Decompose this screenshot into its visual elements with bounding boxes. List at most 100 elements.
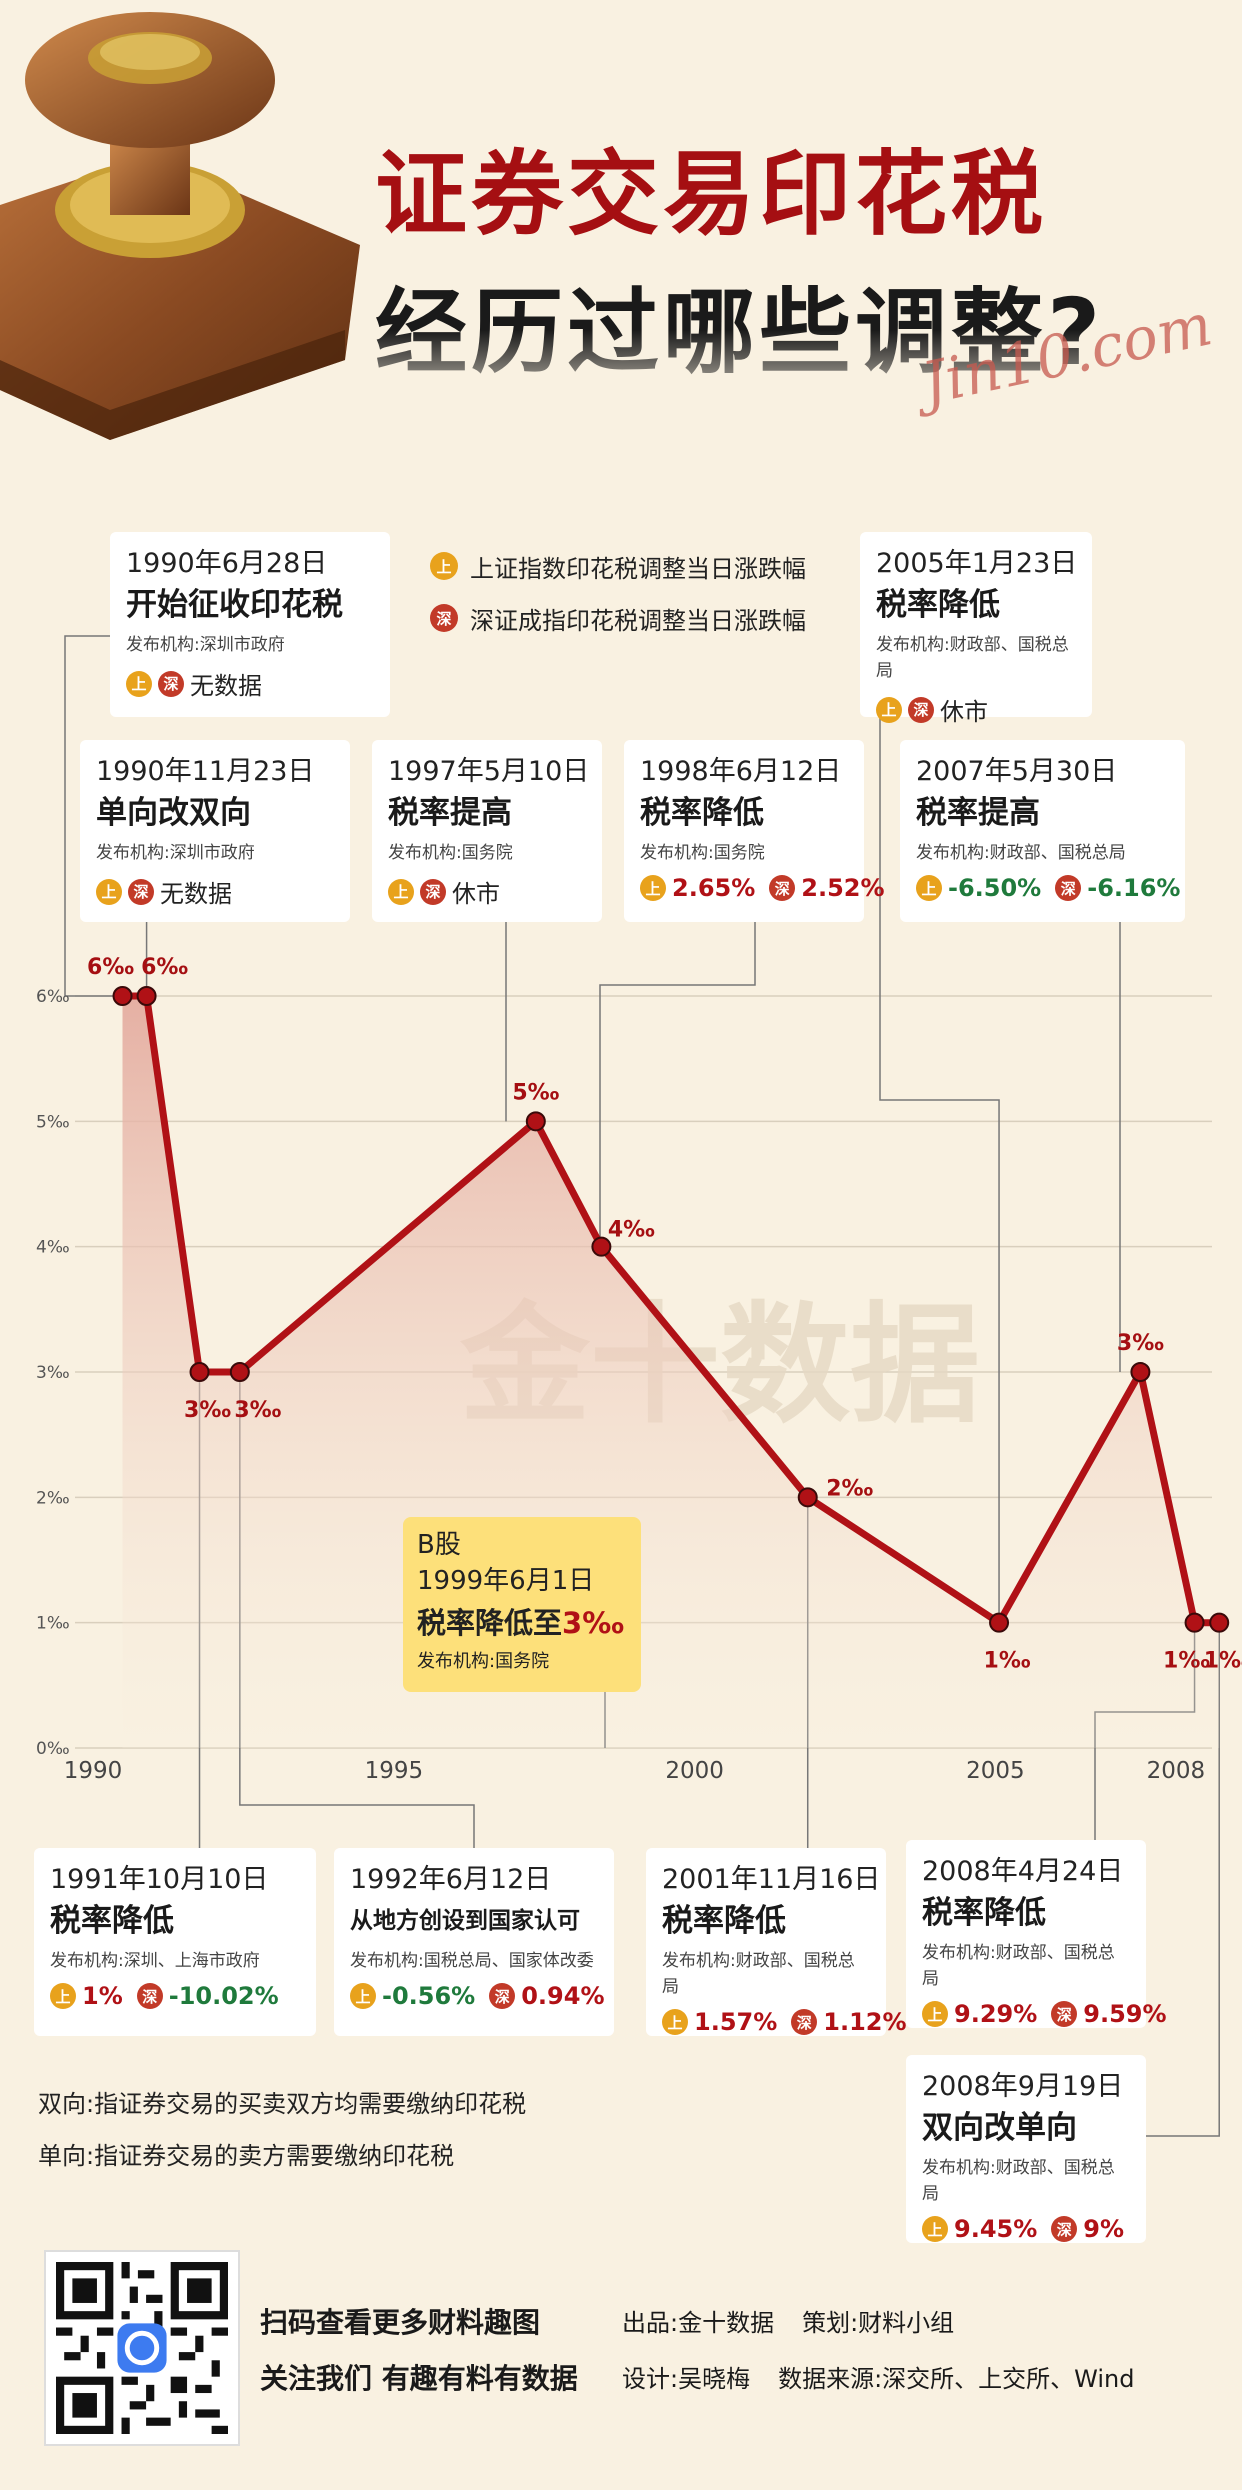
qr-code[interactable] <box>44 2250 240 2446</box>
data-point <box>797 1487 818 1508</box>
sh-change-value: 2.65% <box>672 874 756 902</box>
sz-badge-icon: 深 <box>908 696 934 723</box>
bshare-event-value: 3‰ <box>562 1606 624 1640</box>
card-changes: 上 深 无数据 <box>96 874 334 909</box>
event-card-2008-09-19: 2008年9月19日 双向改单向 发布机构:财政部、国税总局 上 9.45% 深… <box>906 2055 1146 2243</box>
event-card-1991-10-10: 1991年10月10日 税率降低 发布机构:深圳、上海市政府 上 1% 深 -1… <box>34 1848 316 2036</box>
data-point <box>1184 1612 1205 1633</box>
footer-follow: 关注我们 有趣有料有数据 <box>260 2362 578 2395</box>
data-label: 1‰ <box>1204 1649 1242 1674</box>
sz-change-value: -6.16% <box>1087 874 1181 902</box>
card-issuer: 发布机构:财政部、国税总局 <box>922 2158 1115 2204</box>
data-label: 3‰ <box>184 1398 231 1423</box>
card-issuer: 发布机构:财政部、国税总局 <box>916 843 1126 863</box>
sz-change-value: 1.12% <box>823 2008 907 2036</box>
x-tick-label: 2000 <box>665 1758 724 1784</box>
card-date: 2008年9月19日 <box>922 2071 1124 2102</box>
card-issuer: 发布机构:国务院 <box>388 843 513 863</box>
watermark: 金十数据 <box>459 1289 980 1441</box>
event-card-2001-11-16: 2001年11月16日 税率降低 发布机构:财政部、国税总局 上 1.57% 深… <box>646 1848 907 2036</box>
card-event: 双向改单向 <box>922 2110 1077 2146</box>
connector-line <box>1094 1622 1196 1840</box>
x-tick-label: 2008 <box>1147 1758 1206 1784</box>
y-tick-label: 2‰ <box>36 1488 70 1508</box>
data-label: 6‰ <box>87 955 134 980</box>
sh-badge-icon: 上 <box>640 875 666 901</box>
event-card-1990-11-23: 1990年11月23日 单向改双向 发布机构:深圳市政府 上 深 无数据 <box>80 740 350 922</box>
card-event: 从地方创设到国家认可 <box>350 1908 580 1934</box>
title-line1: 证券交易印花税 <box>375 141 1048 248</box>
sz-badge-icon: 深 <box>136 1983 163 2009</box>
data-point <box>989 1612 1010 1633</box>
data-label: 1‰ <box>984 1649 1031 1674</box>
bshare-event-prefix: 税率降低至 <box>417 1606 563 1640</box>
card-changes: 上 深 休市 <box>388 874 586 909</box>
card-date: 2007年5月30日 <box>916 756 1118 787</box>
notes: 双向:指证券交易的买卖双方均需要缴纳印花税 单向:指证券交易的卖方需要缴纳印花税 <box>38 2078 526 2182</box>
sz-badge-icon: 深 <box>420 878 446 905</box>
card-issuer: 发布机构:国务院 <box>640 843 765 863</box>
sz-badge-icon: 深 <box>158 670 184 697</box>
stamp-illustration <box>0 12 360 440</box>
sh-change-value: 1.57% <box>694 2008 778 2036</box>
data-label: 3‰ <box>1117 1331 1164 1356</box>
sz-badge-icon: 深 <box>791 2009 818 2035</box>
data-point <box>136 986 157 1006</box>
data-point <box>1209 1612 1230 1633</box>
event-card-1997-05-10: 1997年5月10日 税率提高 发布机构:国务院 上 深 休市 <box>372 740 602 922</box>
y-tick-label: 0‰ <box>36 1739 70 1759</box>
qr-code-icon <box>56 2262 228 2434</box>
data-point <box>112 986 133 1006</box>
card-status: 休市 <box>940 698 988 726</box>
card-issuer: 发布机构:财政部、国税总局 <box>922 1943 1115 1989</box>
connector-line <box>599 922 756 1247</box>
footer-planner: 策划:财料小组 <box>802 2309 955 2337</box>
card-date: 1990年6月28日 <box>126 548 328 579</box>
card-date: 1991年10月10日 <box>50 1864 269 1895</box>
sz-badge-icon: 深 <box>489 1983 516 2009</box>
x-tick-label: 1990 <box>64 1758 123 1784</box>
footer-credits: 出品:金十数据 策划:财料小组 设计:吴晓梅 数据来源:深交所、上交所、Wind <box>622 2295 1163 2407</box>
data-label: 1‰ <box>1163 1649 1210 1674</box>
card-changes: 上 1% 深 -10.02% <box>50 1982 300 2010</box>
card-changes: 上 深 无数据 <box>126 666 374 701</box>
footer-designer: 设计:吴晓梅 <box>622 2365 751 2393</box>
card-date: 1990年11月23日 <box>96 756 315 787</box>
legend: 上 上证指数印花税调整当日涨跌幅 深 深证成指印花税调整当日涨跌幅 <box>430 540 806 644</box>
sz-badge-icon: 深 <box>1051 2216 1078 2242</box>
sh-badge-icon: 上 <box>922 2216 948 2242</box>
sh-badge-icon: 上 <box>916 875 942 901</box>
card-changes: 上 2.65% 深 2.52% <box>640 874 885 902</box>
data-label: 5‰ <box>512 1080 559 1105</box>
card-date: 2008年4月24日 <box>922 1856 1124 1887</box>
sh-change-value: -6.50% <box>948 874 1042 902</box>
event-card-1992-06-12: 1992年6月12日 从地方创设到国家认可 发布机构:国税总局、国家体改委 上 … <box>334 1848 614 2036</box>
event-card-2005-01-23: 2005年1月23日 税率降低 发布机构:财政部、国税总局 上 深 休市 <box>860 532 1092 726</box>
card-event: 税率提高 <box>916 795 1040 831</box>
x-tick-label: 2005 <box>966 1758 1025 1784</box>
card-issuer: 发布机构:财政部、国税总局 <box>876 635 1069 681</box>
data-label: 6‰ <box>141 955 188 980</box>
sh-badge-icon: 上 <box>126 670 152 697</box>
sz-change-value: 9.59% <box>1083 2000 1167 2028</box>
note-bidirectional: 双向:指证券交易的买卖双方均需要缴纳印花税 <box>38 2090 527 2118</box>
sz-change-value: 9% <box>1083 2215 1125 2243</box>
card-status: 无数据 <box>190 672 262 700</box>
card-date: 2005年1月23日 <box>876 548 1078 579</box>
card-changes: 上 9.29% 深 9.59% <box>922 2000 1167 2028</box>
data-point <box>189 1362 210 1382</box>
card-issuer: 发布机构:财政部、国税总局 <box>662 1951 855 1997</box>
sh-change-value: 9.45% <box>954 2215 1038 2243</box>
legend-label-sh: 上证指数印花税调整当日涨跌幅 <box>470 554 806 583</box>
data-label: 3‰ <box>234 1398 281 1423</box>
bshare-label: B股 <box>417 1530 461 1560</box>
sz-badge-icon: 深 <box>128 878 154 905</box>
sh-badge-icon: 上 <box>922 2001 948 2027</box>
sh-badge-icon: 上 <box>350 1983 376 2009</box>
sh-change-value: 9.29% <box>954 2000 1038 2028</box>
card-event: 税率降低 <box>640 795 764 831</box>
sz-change-value: 0.94% <box>521 1982 605 2010</box>
card-event: 税率降低 <box>922 1895 1046 1931</box>
card-changes: 上 -0.56% 深 0.94% <box>350 1982 605 2010</box>
sh-badge-icon: 上 <box>430 552 458 580</box>
